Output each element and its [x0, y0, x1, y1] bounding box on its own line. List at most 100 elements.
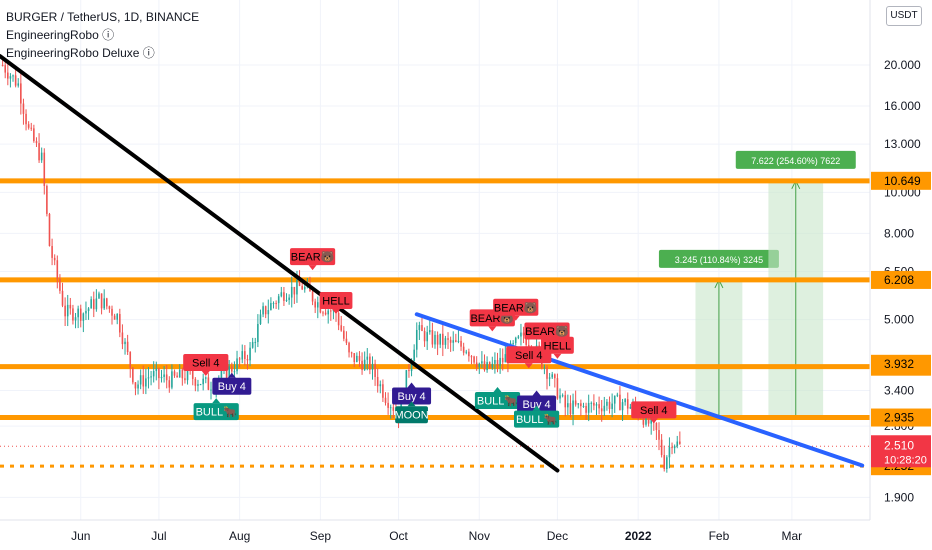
- signal-text: Buy 4: [397, 391, 425, 403]
- candle: [361, 352, 363, 375]
- candle: [69, 297, 72, 315]
- candle: [577, 403, 580, 409]
- candle-body: [267, 310, 270, 315]
- candle-body: [455, 340, 457, 342]
- indicator-engineeringrobo[interactable]: EngineeringRobo ⓘ: [6, 28, 115, 42]
- currency-scale-button[interactable]: USDT: [886, 6, 922, 26]
- candle-body: [30, 127, 33, 129]
- signal-box: [319, 292, 353, 310]
- candle-body: [494, 359, 496, 364]
- candle-body: [40, 152, 43, 161]
- candle: [158, 367, 160, 390]
- projection-label: 7.622 (254.60%) 7622: [751, 156, 840, 166]
- candle: [124, 338, 126, 355]
- signal-pointer: [212, 398, 221, 404]
- candle-body: [353, 353, 356, 363]
- candle-body: [431, 330, 434, 345]
- candle-body: [514, 337, 517, 344]
- candle: [238, 357, 241, 368]
- candle: [655, 422, 658, 441]
- candle-body: [663, 454, 666, 470]
- candle-body: [225, 366, 228, 379]
- candle: [585, 402, 587, 421]
- symbol-title[interactable]: BURGER / TetherUS, 1D, BINANCE: [6, 10, 200, 24]
- indicator-engineeringrobo-deluxe[interactable]: EngineeringRobo Deluxe ⓘ: [6, 46, 155, 60]
- candle: [666, 455, 668, 473]
- signal-bear: HELL: [319, 292, 353, 315]
- candle-body: [423, 330, 426, 342]
- level-price-label-box: [871, 171, 931, 190]
- candle: [514, 336, 517, 346]
- signal-box: [212, 377, 252, 395]
- black-trendline: [0, 54, 560, 473]
- candle-body: [316, 302, 319, 308]
- candle: [465, 349, 468, 355]
- signal-bull: BULL🐂: [193, 398, 239, 421]
- candle: [366, 348, 369, 371]
- candle-body: [551, 374, 554, 378]
- candle-body: [462, 346, 465, 353]
- candle-body: [358, 355, 361, 361]
- candle-body: [87, 308, 90, 311]
- candle-body: [410, 361, 413, 371]
- candle: [616, 392, 619, 398]
- candle-body: [238, 358, 241, 360]
- candle: [241, 344, 244, 364]
- candle-body: [382, 384, 384, 398]
- candle: [626, 392, 629, 415]
- candle: [116, 313, 119, 325]
- candle: [343, 326, 345, 342]
- candle: [600, 399, 603, 422]
- candle: [387, 392, 389, 415]
- signal-pointer: [332, 309, 341, 315]
- candle: [160, 369, 163, 383]
- candle-body: [595, 404, 598, 406]
- signal-buy: Buy 4: [212, 372, 252, 395]
- candle: [418, 321, 421, 340]
- candle: [382, 379, 384, 403]
- signal-bear: HELL: [541, 336, 574, 359]
- price-axis: 220.00016.00013.00010.0008.0006.5005.000…: [869, 0, 932, 550]
- candle: [384, 392, 387, 406]
- candle: [371, 356, 374, 380]
- candle: [90, 296, 92, 309]
- candle-body: [262, 306, 264, 315]
- candle-body: [220, 369, 223, 378]
- candle: [293, 286, 296, 304]
- candle-body: [124, 341, 126, 345]
- candle: [139, 369, 142, 390]
- candle-body: [384, 397, 387, 403]
- candle-body: [366, 356, 369, 360]
- candle-body: [626, 399, 629, 409]
- signal-bear: Sell 4: [183, 354, 229, 377]
- candle: [285, 293, 288, 302]
- candle-body: [103, 298, 105, 309]
- candle-body: [343, 330, 345, 339]
- candle-body: [134, 382, 137, 389]
- candle-body: [7, 72, 9, 79]
- signal-pointer: [488, 326, 497, 332]
- candle-body: [569, 403, 572, 415]
- candle: [374, 359, 376, 386]
- candle-body: [17, 83, 20, 86]
- candle: [559, 388, 561, 404]
- signal-box: [289, 248, 336, 266]
- candle: [619, 386, 621, 411]
- candle: [421, 317, 423, 332]
- candle: [59, 274, 61, 294]
- time-tick: Mar: [782, 529, 803, 543]
- candle-body: [418, 325, 421, 330]
- time-axis: Jun Jul Aug Sep Oct Nov Dec 2022 Feb Mar: [0, 519, 932, 550]
- candle: [564, 390, 567, 417]
- candle-body: [9, 76, 12, 79]
- candle-body: [181, 369, 184, 379]
- projection-label: 3.245 (110.84%) 3245: [675, 255, 763, 265]
- candle: [587, 394, 590, 422]
- price-tick: 5.000: [884, 313, 914, 327]
- candle-body: [137, 384, 139, 389]
- candle: [20, 73, 22, 115]
- candle: [517, 335, 520, 340]
